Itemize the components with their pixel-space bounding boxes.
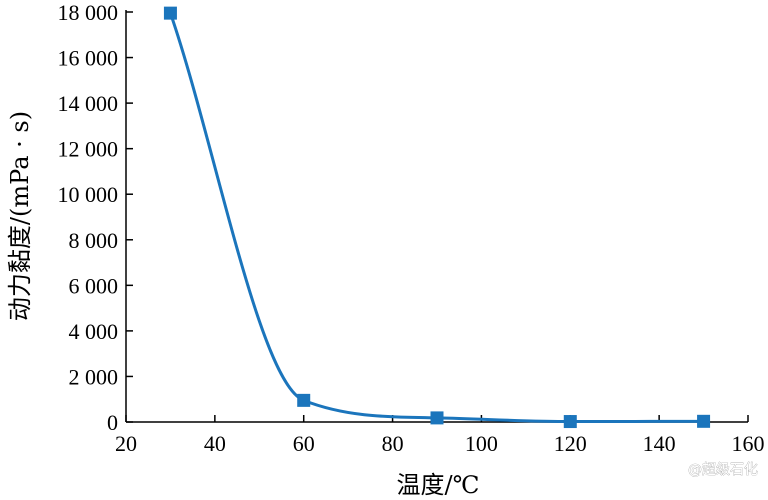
x-tick-label: 140: [643, 431, 676, 456]
y-tick-label: 4 000: [69, 319, 119, 344]
y-tick-label: 12 000: [58, 137, 119, 162]
x-axis-title: 温度/℃: [397, 471, 480, 499]
data-point-marker: [697, 414, 711, 428]
x-tick-label: 80: [382, 431, 404, 456]
data-point-marker: [430, 411, 444, 425]
data-point-marker: [297, 393, 311, 407]
axes: [125, 10, 748, 423]
x-tick-label: 160: [732, 431, 765, 456]
x-tick-label: 40: [204, 431, 226, 456]
y-tick-label: 18 000: [58, 0, 119, 25]
series-layer: [163, 6, 711, 429]
y-tick-label: 10 000: [58, 182, 119, 207]
series-line: [169, 12, 704, 424]
y-axis-ticks: 0 2 000 4 000 6 000 8 000 10 000 12 000 14 000 1…: [58, 0, 133, 435]
data-point-marker: [163, 6, 177, 20]
y-axis-title: 动力黏度/(mPa · s): [6, 111, 34, 321]
x-axis-ticks: 20 40 60 80 100 120 140 160: [115, 415, 765, 456]
y-tick-label: 14 000: [58, 91, 119, 116]
y-tick-label: 6 000: [69, 273, 119, 298]
y-tick-label: 0: [107, 410, 118, 435]
watermark-text: @超级石化: [688, 462, 758, 478]
x-tick-label: 60: [293, 431, 315, 456]
y-tick-label: 16 000: [58, 46, 119, 71]
y-tick-label: 8 000: [69, 228, 119, 253]
x-tick-label: 100: [465, 431, 498, 456]
y-tick-label: 2 000: [69, 364, 119, 389]
x-tick-label: 20: [115, 431, 137, 456]
x-tick-label: 120: [554, 431, 587, 456]
data-point-marker: [563, 415, 577, 429]
